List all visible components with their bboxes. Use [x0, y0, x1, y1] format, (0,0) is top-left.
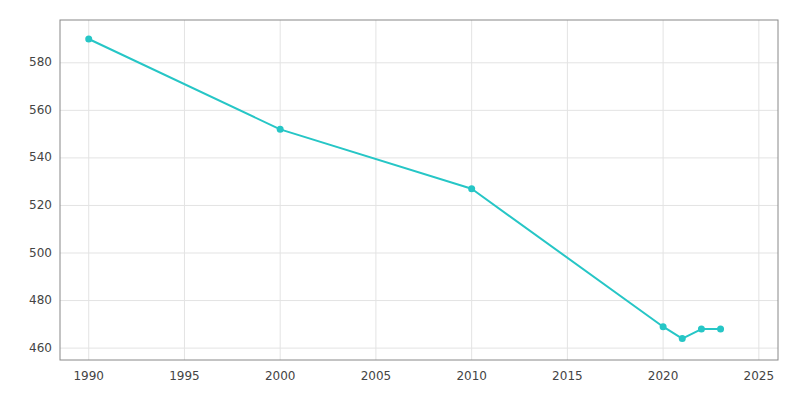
x-tick-label: 2010 [456, 369, 487, 383]
y-grid-line [60, 157, 778, 158]
x-tick-label: 2015 [552, 369, 583, 383]
point [660, 323, 667, 330]
x-grid-line [567, 20, 568, 360]
x-grid-line [375, 20, 376, 360]
series-group [85, 36, 724, 343]
point [85, 36, 92, 43]
x-grid-line [280, 20, 281, 360]
y-grid-line [60, 205, 778, 206]
x-grid-line [184, 20, 185, 360]
x-tick-label: 1990 [73, 369, 104, 383]
y-tick-label: 520 [29, 198, 52, 212]
point [679, 335, 686, 342]
y-grid-line [60, 348, 778, 349]
x-grid-line [88, 20, 89, 360]
y-grid-line [60, 300, 778, 301]
line [89, 39, 721, 339]
grid [60, 20, 778, 360]
y-grid-line [60, 253, 778, 254]
x-tick-label: 2005 [361, 369, 392, 383]
y-tick-label: 500 [29, 246, 52, 260]
y-tick-label: 560 [29, 103, 52, 117]
y-tick-label: 580 [29, 55, 52, 69]
x-grid-line [758, 20, 759, 360]
y-grid-line [60, 62, 778, 63]
point [468, 185, 475, 192]
y-grid-line [60, 110, 778, 111]
plot-frame [60, 20, 778, 360]
x-tick-label: 1995 [169, 369, 200, 383]
point [717, 326, 724, 333]
x-tick-label: 2020 [648, 369, 679, 383]
x-grid-line [663, 20, 664, 360]
x-tick-label: 2000 [265, 369, 296, 383]
point [277, 126, 284, 133]
x-tick-label: 2025 [744, 369, 775, 383]
chart: 460 480 500 520 540 560 580 1990 1995 2000 2005 201… [0, 0, 800, 400]
point [698, 326, 705, 333]
y-tick-label: 480 [29, 293, 52, 307]
y-tick-label: 540 [29, 150, 52, 164]
y-tick-label: 460 [29, 341, 52, 355]
